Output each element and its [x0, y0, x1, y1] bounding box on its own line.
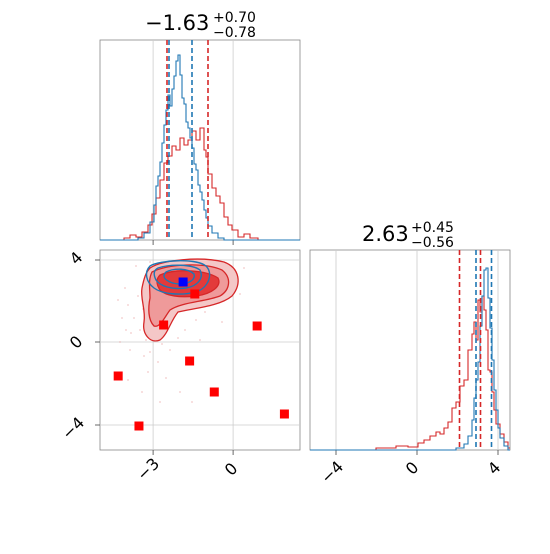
marginal-y-tick-label: −4	[317, 457, 347, 487]
marginal-y-tick-label: 4	[484, 458, 505, 479]
red-square-marker	[134, 421, 144, 431]
marginal-x-title-minus: −0.78	[213, 25, 256, 41]
marginal-y-tick-label: 0	[402, 458, 423, 479]
marginal-x-red-histogram	[100, 127, 300, 241]
red-square-marker	[113, 371, 123, 381]
blue-square-marker	[178, 277, 188, 287]
marginal-y-red-histogram	[310, 295, 510, 451]
marginal-x-panel: −1.63 +0.70 −0.78	[99, 10, 301, 245]
marginal-x-title: −1.63	[145, 11, 209, 35]
marginal-y-blue-histogram	[310, 267, 510, 451]
red-square-marker	[190, 289, 200, 299]
red-square-marker	[279, 409, 289, 419]
red-square-marker	[252, 321, 262, 331]
red-square-marker	[209, 387, 219, 397]
joint-markers	[113, 277, 289, 431]
joint-y-tick-label: 0	[66, 332, 87, 353]
marginal-y-title: 2.63	[362, 222, 409, 246]
marginal-y-title-minus: −0.56	[411, 235, 454, 251]
red-square-marker	[185, 356, 195, 366]
marginal-x-title-plus: +0.70	[213, 10, 256, 26]
joint-x-tick-label: −3	[133, 454, 163, 484]
marginal-x-frame	[99, 39, 301, 241]
joint-frame	[99, 249, 301, 451]
joint-panel: −3 0 4 0 −4	[58, 248, 301, 484]
joint-blue-contour-mid	[153, 264, 202, 290]
joint-x-tick-label: 0	[221, 459, 242, 480]
red-square-marker	[159, 320, 169, 330]
marginal-y-panel: −4 0 4 2.63 +0.45 −0.56	[309, 220, 511, 487]
marginal-y-title-plus: +0.45	[411, 220, 454, 236]
joint-y-tick-label: 4	[66, 248, 87, 269]
marginal-x-blue-histogram	[100, 54, 300, 241]
joint-y-tick-label: −4	[58, 413, 88, 443]
